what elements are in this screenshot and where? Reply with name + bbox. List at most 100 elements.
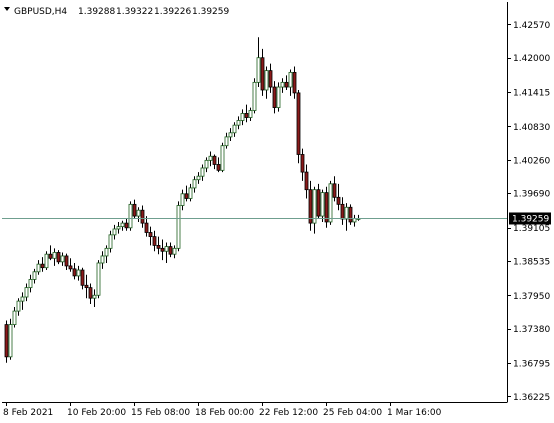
bull-candle [224,136,229,147]
bull-candle [44,253,49,269]
bear-candle [56,252,61,263]
bear-candle [348,206,353,223]
bull-candle [8,324,13,358]
bear-candle [268,70,273,88]
bull-candle [60,255,65,263]
price-tick-label: 1.38535 [513,257,550,267]
bear-candle [304,171,309,191]
bull-candle [196,175,201,181]
bear-candle [272,86,277,108]
bear-candle [284,81,289,88]
bull-candle [320,192,325,217]
current-price-tag-bg [509,212,551,225]
bull-candle [16,300,21,312]
price-tick-label: 1.40260 [513,156,550,166]
bear-candle [72,268,77,277]
bear-candle [244,113,249,118]
bear-candle [316,189,321,217]
bear-candle [64,255,69,267]
bull-candle [36,263,41,273]
bull-candle [180,193,185,206]
bull-candle [12,310,17,325]
bear-candle [40,263,45,269]
bear-candle [132,203,137,217]
bull-candle [100,255,105,264]
bull-candle [24,287,29,298]
bear-candle [152,236,157,246]
current-price-tag: 1.39259 [509,212,551,225]
bear-candle [68,265,73,270]
bull-candle [280,81,285,88]
bull-candle [256,57,261,83]
bear-candle [292,71,297,94]
bull-candle [204,159,209,169]
bull-candle [20,296,25,302]
candles-layer [4,37,361,363]
price-tick-label: 1.40830 [513,123,550,133]
bull-candle [96,262,101,296]
bull-candle [252,81,257,111]
price-tick-label: 1.42000 [513,54,550,64]
high-value: 1.39322 [116,7,153,17]
price-tick-label: 1.39690 [513,190,550,200]
price-tick-label: 1.37380 [513,325,550,335]
bear-candle [84,284,89,289]
bull-candle [120,222,125,228]
bull-candle [108,234,113,249]
time-tick-label: 18 Feb 00:00 [195,408,254,418]
bear-candle [4,324,9,358]
time-axis[interactable]: 8 Feb 2021 10 Feb 20:00 15 Feb 08:00 18 Feb… [3,402,442,418]
bear-candle [212,155,217,165]
bull-candle [312,189,317,224]
bear-candle [80,269,85,286]
bear-candle [88,287,93,299]
open-value: 1.39288 [78,7,115,17]
price-axis[interactable]: 1.42570 1.42000 1.41415 1.40830 1.40260 1.396… [507,21,550,403]
bull-candle [328,183,333,223]
bull-candle [188,187,193,199]
bear-candle [48,253,53,259]
header-label: GBPUSD,H4 1.39288 1.39322 1.39226 1.3925… [4,7,229,17]
bear-candle [300,154,305,173]
bull-candle [232,124,237,134]
bull-candle [240,113,245,121]
bear-candle [336,196,341,205]
bear-candle [140,209,145,224]
time-tick-label: 10 Feb 20:00 [67,408,126,418]
bear-candle [260,57,265,91]
bull-candle [112,228,117,236]
bear-candle [124,222,129,229]
bull-candle [136,209,141,217]
bear-candle [148,232,153,238]
bull-candle [220,145,225,171]
bull-candle [164,246,169,252]
bull-candle [176,205,181,249]
price-tick-label: 1.42570 [513,21,550,31]
bull-candle [248,110,253,118]
price-tick-label: 1.36225 [513,393,550,403]
bull-candle [236,120,241,126]
bear-candle [324,192,329,223]
collapse-triangle-icon[interactable] [4,7,10,11]
bull-candle [288,71,293,88]
bull-candle [276,86,281,108]
bull-candle [76,269,81,277]
bull-candle [200,167,205,177]
bull-candle [192,179,197,189]
bear-candle [216,164,221,171]
bull-candle [128,203,133,229]
bull-candle [104,247,109,257]
bear-candle [168,246,173,255]
close-value: 1.39259 [192,7,229,17]
bull-candle [28,279,33,289]
bull-candle [344,206,349,220]
bull-candle [208,155,213,161]
bull-candle [92,294,97,299]
time-tick-label: 15 Feb 08:00 [131,408,190,418]
bear-candle [184,193,189,199]
bull-candle [172,247,177,255]
price-tick-label: 1.39105 [513,224,550,234]
bear-candle [308,189,313,224]
